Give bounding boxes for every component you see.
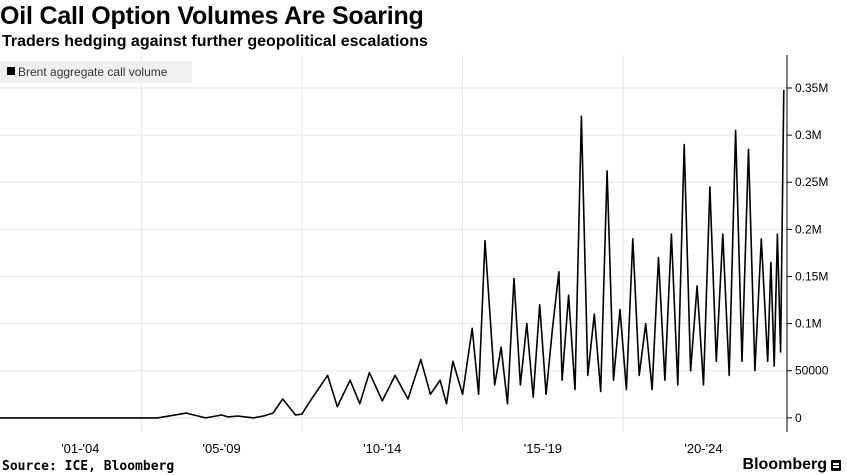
grid-lines xyxy=(0,55,787,432)
series-line-0 xyxy=(0,89,785,419)
bloomberg-icon xyxy=(831,459,841,471)
chart-subtitle: Traders hedging against further geopolit… xyxy=(2,33,428,50)
x-axis: '01-'04 '05-'09 '10-'14 '15-'19 '20-'24 xyxy=(61,441,722,456)
legend-label: Brent aggregate call volume xyxy=(18,65,168,79)
series-line-group xyxy=(0,89,785,419)
y-tick-label-0: 0 xyxy=(795,411,802,425)
y-tick-label-3: 0.15M xyxy=(795,269,828,283)
x-tick-label-3: '15-'19 xyxy=(524,441,562,456)
legend-background xyxy=(0,61,192,83)
y-axis: 0 50000 0.1M 0.15M 0.2M 0.25M 0.3M 0.35M xyxy=(786,55,829,432)
source-note: Source: ICE, Bloomberg xyxy=(2,459,175,474)
x-tick-label-4: '20-'24 xyxy=(684,441,722,456)
x-tick-label-0: '01-'04 xyxy=(61,441,99,456)
y-tick-label-5: 0.25M xyxy=(795,175,828,189)
x-tick-label-1: '05-'09 xyxy=(203,441,241,456)
x-tick-label-2: '10-'14 xyxy=(363,441,401,456)
y-tick-label-7: 0.35M xyxy=(795,81,828,95)
y-tick-label-4: 0.2M xyxy=(795,222,822,236)
y-tick-label-1: 50000 xyxy=(795,364,829,378)
brand-name: Bloomberg xyxy=(742,456,827,473)
legend-swatch xyxy=(7,67,15,75)
chart-legend: Brent aggregate call volume xyxy=(0,61,192,83)
y-tick-label-6: 0.3M xyxy=(795,128,822,142)
y-tick-label-2: 0.1M xyxy=(795,317,822,331)
brand-logo: Bloomberg xyxy=(743,456,841,474)
chart-title: Oil Call Option Volumes Are Soaring xyxy=(0,2,424,30)
